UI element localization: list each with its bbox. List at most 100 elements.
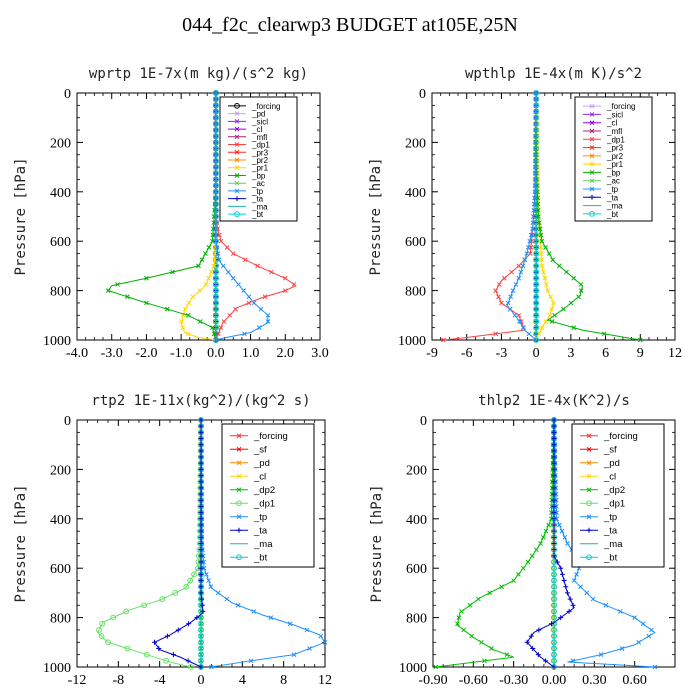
legend-marker — [589, 153, 595, 159]
data-point — [268, 615, 274, 620]
panel-title: wprtp 1E-7x(m kg)/(s^2 kg) — [89, 66, 308, 82]
data-point — [110, 614, 117, 621]
legend-marker — [586, 473, 592, 479]
data-point — [551, 442, 557, 448]
y-tick-label: 0 — [419, 87, 426, 102]
data-point — [185, 658, 191, 664]
x-tick-label: 0.60 — [622, 673, 647, 688]
data-point — [528, 251, 533, 256]
y-tick-label: 400 — [405, 186, 426, 201]
data-point — [535, 201, 541, 207]
data-point — [198, 429, 204, 435]
data-point — [212, 300, 219, 306]
data-point — [487, 590, 493, 596]
data-point — [159, 596, 166, 602]
data-point — [307, 646, 312, 651]
legend-label: _bt — [253, 552, 268, 563]
data-point — [512, 312, 518, 318]
data-point — [170, 652, 176, 658]
data-point — [546, 251, 552, 256]
data-point — [144, 275, 149, 281]
data-point — [533, 232, 540, 238]
series-line — [200, 419, 326, 668]
legend-label: _dp1 — [251, 141, 270, 150]
data-point — [533, 121, 539, 127]
x-tick-label: 0.0 — [207, 346, 225, 361]
legend-marker — [234, 142, 240, 147]
data-point — [269, 269, 274, 275]
legend-label: _pr1 — [251, 164, 269, 173]
data-point — [551, 479, 557, 485]
data-point — [551, 534, 557, 540]
data-point — [499, 300, 504, 306]
data-point — [265, 319, 271, 324]
data-point — [568, 300, 574, 306]
legend-marker — [586, 460, 592, 466]
y-tick-label: 1000 — [43, 334, 71, 349]
legend-label: _cl — [251, 125, 262, 134]
data-point — [548, 621, 554, 627]
series-line — [506, 92, 537, 341]
data-point — [489, 646, 494, 651]
data-point — [554, 510, 559, 515]
data-point — [212, 281, 219, 288]
y-tick-label: 1000 — [399, 661, 427, 676]
legend-marker — [589, 103, 595, 109]
data-point — [636, 639, 642, 645]
data-point — [242, 331, 247, 337]
data-point — [513, 282, 519, 287]
data-point — [200, 608, 206, 614]
legend-label: _ta — [251, 195, 264, 204]
y-tick-label: 600 — [50, 235, 71, 250]
legend-marker — [234, 196, 240, 202]
data-point — [551, 614, 557, 621]
y-tick-label: 200 — [50, 136, 71, 151]
data-point — [551, 423, 557, 429]
y-tick-label: 400 — [50, 186, 71, 201]
data-point — [551, 448, 557, 454]
data-point — [531, 214, 536, 219]
panel-title: thlp2 1E-4x(K^2)/s — [478, 393, 630, 409]
data-point — [539, 257, 544, 263]
data-point — [551, 473, 557, 479]
data-point — [540, 534, 546, 540]
data-point — [551, 608, 557, 615]
data-point — [198, 571, 204, 577]
data-point — [187, 577, 194, 584]
data-point — [551, 466, 557, 472]
data-point — [551, 602, 557, 609]
data-point — [96, 627, 102, 633]
legend-label: _ma — [253, 539, 273, 550]
legend-label: _forcing — [251, 102, 280, 111]
data-point — [441, 337, 446, 343]
data-point — [538, 251, 544, 256]
data-point — [322, 639, 328, 645]
data-point — [551, 645, 557, 652]
data-point — [571, 578, 577, 583]
data-point — [551, 583, 557, 590]
data-point — [206, 245, 212, 250]
data-point — [548, 294, 553, 300]
data-point — [212, 256, 219, 263]
y-tick-label: 400 — [50, 513, 71, 528]
data-point — [143, 651, 150, 658]
legend-box — [219, 96, 298, 222]
panel-title: wpthlp 1E-4x(m K)/s^2 — [465, 66, 642, 82]
legend-marker — [586, 514, 592, 520]
data-point — [476, 596, 481, 602]
data-point — [199, 596, 205, 602]
data-point — [213, 201, 219, 207]
data-point — [590, 596, 596, 602]
data-point — [318, 633, 324, 639]
data-point — [198, 528, 204, 534]
data-point — [198, 466, 204, 472]
data-point — [467, 602, 473, 608]
legend-label: _forcing — [603, 431, 638, 442]
legend-marker — [586, 527, 592, 533]
data-point — [198, 651, 204, 658]
data-point — [198, 510, 204, 516]
data-point — [182, 306, 188, 312]
data-point — [533, 293, 540, 300]
data-point — [198, 633, 204, 640]
data-point — [198, 454, 204, 460]
